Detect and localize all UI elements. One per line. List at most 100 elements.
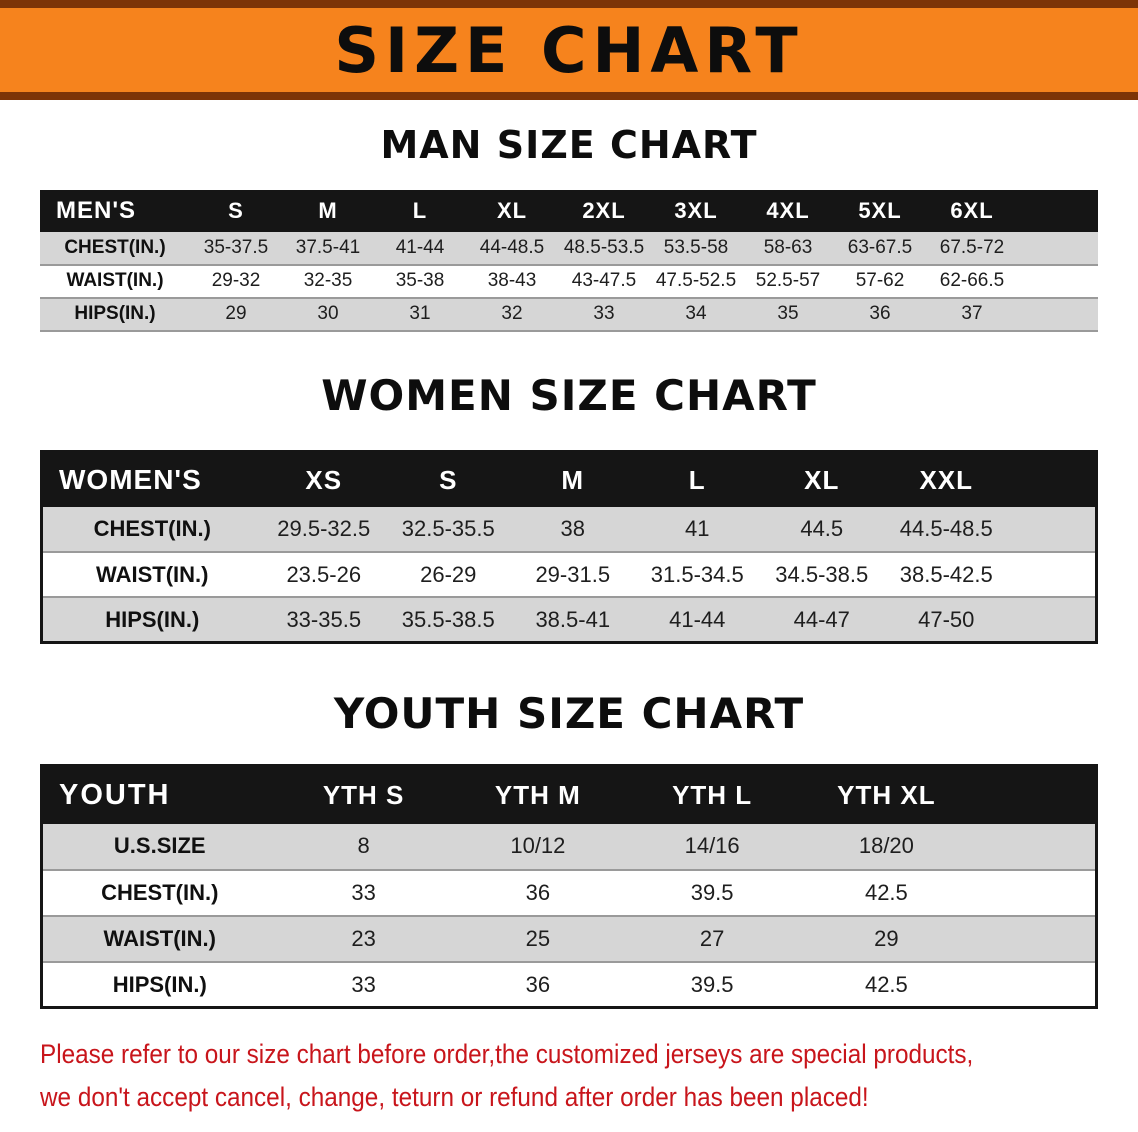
size-value-cell: 38.5-42.5 (884, 552, 1009, 599)
size-value-cell: 29-32 (190, 264, 282, 299)
size-value-cell: 41-44 (635, 597, 760, 644)
size-value-cell: 41-44 (374, 231, 466, 266)
size-value-cell: 33 (276, 961, 451, 1009)
size-value-cell: 33-35.5 (261, 597, 386, 644)
size-value-cell: 30 (282, 297, 374, 332)
size-value-cell: 32.5-35.5 (386, 507, 511, 554)
size-column-header: 3XL (650, 189, 742, 232)
size-column-header: YTH S (276, 765, 451, 824)
size-value-cell: 18/20 (799, 823, 974, 871)
size-column-header: XL (759, 451, 884, 508)
header-row: MEN'S S M L XL 2XL 3XL 4XL 5XL 6XL (40, 189, 1098, 232)
size-value-cell: 29 (799, 915, 974, 963)
filler-cell (1008, 451, 1097, 508)
size-value-cell: 37.5-41 (282, 231, 374, 266)
filler-cell (1018, 231, 1098, 266)
size-column-header: M (282, 189, 374, 232)
row-label-cell: HIPS(IN.) (41, 597, 262, 644)
table-title-cell: WOMEN'S (41, 451, 262, 508)
size-column-header: 2XL (558, 189, 650, 232)
size-value-cell: 25 (450, 915, 625, 963)
size-value-cell: 29.5-32.5 (261, 507, 386, 554)
filler-cell (973, 961, 1097, 1009)
row-label-cell: HIPS(IN.) (40, 297, 190, 332)
row-label-cell: CHEST(IN.) (41, 507, 262, 554)
size-column-header: XL (466, 189, 558, 232)
size-column-header: 5XL (834, 189, 926, 232)
size-value-cell: 63-67.5 (834, 231, 926, 266)
size-value-cell: 26-29 (386, 552, 511, 599)
filler-cell (1008, 597, 1097, 644)
filler-cell (973, 765, 1097, 824)
size-value-cell: 35-37.5 (190, 231, 282, 266)
filler-cell (973, 915, 1097, 963)
row-label-cell: CHEST(IN.) (41, 869, 277, 917)
row-label-cell: WAIST(IN.) (40, 264, 190, 299)
header-row: YOUTH YTH S YTH M YTH L YTH XL (41, 765, 1097, 824)
size-value-cell: 36 (450, 961, 625, 1009)
size-value-cell: 47.5-52.5 (650, 264, 742, 299)
size-value-cell: 29-31.5 (510, 552, 635, 599)
men-size-table: MEN'S S M L XL 2XL 3XL 4XL 5XL 6XL CHEST(IN.) 35-37… (40, 189, 1098, 332)
size-value-cell: 31.5-34.5 (635, 552, 760, 599)
size-value-cell: 43-47.5 (558, 264, 650, 299)
size-value-cell: 39.5 (625, 961, 800, 1009)
size-value-cell: 23.5-26 (261, 552, 386, 599)
size-value-cell: 67.5-72 (926, 231, 1018, 266)
men-section-heading: MAN SIZE CHART (380, 123, 758, 167)
filler-cell (1008, 552, 1097, 599)
size-value-cell: 27 (625, 915, 800, 963)
filler-cell (973, 823, 1097, 871)
measurement-row: HIPS(IN.) 33-35.5 35.5-38.5 38.5-41 41-44 44-… (41, 597, 1097, 644)
measurement-row: U.S.SIZE 8 10/12 14/16 18/20 (41, 823, 1097, 871)
size-value-cell: 52.5-57 (742, 264, 834, 299)
filler-cell (1018, 264, 1098, 299)
size-value-cell: 10/12 (450, 823, 625, 871)
size-value-cell: 31 (374, 297, 466, 332)
size-column-header: XXL (884, 451, 1009, 508)
size-column-header: 4XL (742, 189, 834, 232)
disclaimer: Please refer to our size chart before or… (40, 1033, 1138, 1119)
women-size-section: WOMEN SIZE CHART WOMEN'S XS S M L XL XXL CHEST(… (0, 370, 1138, 644)
disclaimer-line-1: Please refer to our size chart before or… (40, 1039, 974, 1070)
filler-cell (1018, 297, 1098, 332)
size-value-cell: 39.5 (625, 869, 800, 917)
measurement-row: WAIST(IN.) 23 25 27 29 (41, 915, 1097, 963)
row-label-cell: WAIST(IN.) (41, 915, 277, 963)
measurement-row: WAIST(IN.) 29-32 32-35 35-38 38-43 43-47.5 47.… (40, 264, 1098, 299)
size-value-cell: 32 (466, 297, 558, 332)
size-value-cell: 8 (276, 823, 451, 871)
size-value-cell: 38-43 (466, 264, 558, 299)
row-label-cell: CHEST(IN.) (40, 231, 190, 266)
size-value-cell: 44.5-48.5 (884, 507, 1009, 554)
size-value-cell: 23 (276, 915, 451, 963)
size-value-cell: 36 (450, 869, 625, 917)
disclaimer-line-2: we don't accept cancel, change, teturn o… (40, 1082, 869, 1113)
size-column-header: YTH XL (799, 765, 974, 824)
size-value-cell: 44-47 (759, 597, 884, 644)
measurement-row: CHEST(IN.) 29.5-32.5 32.5-35.5 38 41 44.5 44.5… (41, 507, 1097, 554)
youth-size-section: YOUTH SIZE CHART YOUTH YTH S YTH M YTH L YTH… (0, 689, 1138, 1010)
size-value-cell: 33 (276, 869, 451, 917)
size-value-cell: 35-38 (374, 264, 466, 299)
size-value-cell: 53.5-58 (650, 231, 742, 266)
size-column-header: L (374, 189, 466, 232)
women-section-heading: WOMEN SIZE CHART (321, 370, 817, 420)
row-label-cell: WAIST(IN.) (41, 552, 262, 599)
size-column-header: L (635, 451, 760, 508)
size-value-cell: 62-66.5 (926, 264, 1018, 299)
size-value-cell: 44-48.5 (466, 231, 558, 266)
filler-cell (1018, 189, 1098, 232)
size-value-cell: 34 (650, 297, 742, 332)
women-size-table: WOMEN'S XS S M L XL XXL CHEST(IN.) 29.5-32.5 32.5… (40, 449, 1098, 644)
size-value-cell: 58-63 (742, 231, 834, 266)
size-value-cell: 14/16 (625, 823, 800, 871)
size-value-cell: 36 (834, 297, 926, 332)
size-value-cell: 42.5 (799, 869, 974, 917)
measurement-row: CHEST(IN.) 33 36 39.5 42.5 (41, 869, 1097, 917)
table-title-cell: YOUTH (41, 765, 277, 824)
filler-cell (1008, 507, 1097, 554)
row-label-cell: HIPS(IN.) (41, 961, 277, 1009)
banner: SIZE CHART (0, 0, 1138, 100)
